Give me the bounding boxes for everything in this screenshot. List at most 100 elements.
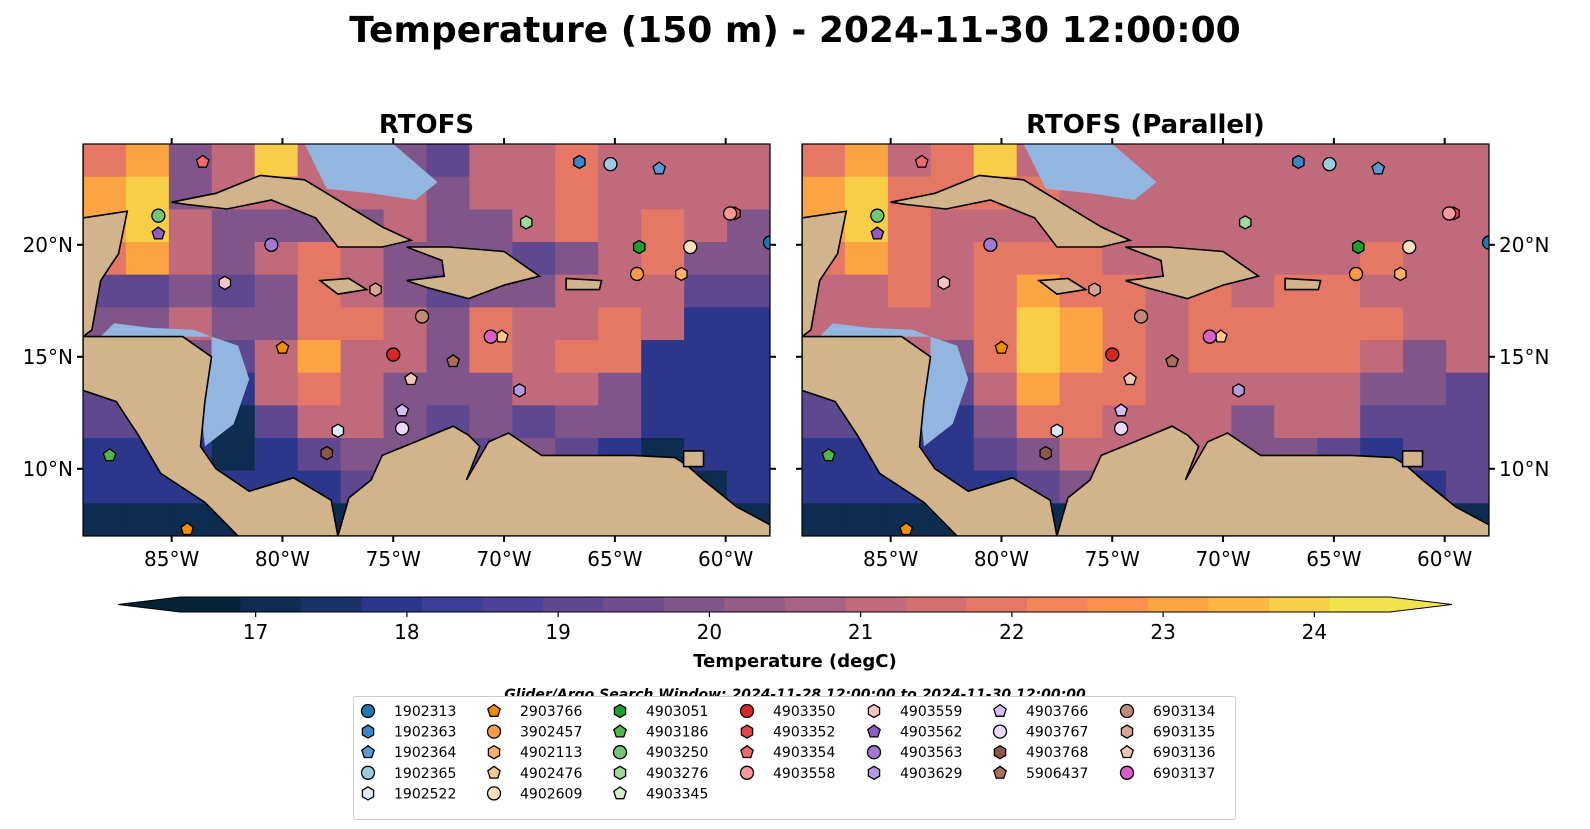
legend-marker-6903137 [1119, 765, 1135, 780]
central-america [802, 335, 1058, 536]
temperature-cell [426, 209, 471, 243]
colorbar-segment [906, 597, 967, 612]
temperature-cell [254, 144, 299, 178]
temperature-cell [83, 470, 127, 504]
temperature-cell [1274, 307, 1318, 341]
temperature-cell [802, 405, 846, 439]
temperature-cell [426, 144, 471, 178]
temperature-cell [973, 307, 1018, 341]
hispaniola [406, 246, 542, 300]
temperature-cell [555, 307, 599, 341]
temperature-cell [844, 274, 889, 308]
colorbar-segment [1269, 597, 1330, 612]
float-4903350 [386, 347, 401, 362]
temperature-cell [1446, 242, 1489, 276]
legend-label: 6903134 [1153, 704, 1215, 720]
legend-marker-4903559 [867, 703, 881, 719]
temperature-cell [1403, 274, 1447, 308]
temperature-cell [168, 274, 213, 308]
temperature-cell [125, 274, 170, 308]
legend-marker-4903276 [613, 765, 627, 781]
float-6903134 [1133, 309, 1149, 324]
float-4903767 [394, 421, 410, 436]
legend-marker-3902457 [486, 724, 502, 739]
temperature-cell [1016, 372, 1061, 406]
legend-marker-4903250 [612, 745, 628, 760]
temperature-cell [887, 274, 932, 308]
temperature-cell [887, 242, 932, 276]
legend-marker-4903629 [867, 765, 881, 781]
temperature-cell [1274, 372, 1318, 406]
legend-label: 1902365 [394, 766, 456, 782]
temperature-cell [125, 242, 170, 276]
temperature-cell [641, 307, 685, 341]
temperature-cell [1188, 144, 1232, 178]
temperature-cell [598, 307, 642, 341]
legend-marker-4903768 [993, 744, 1007, 760]
temperature-cell [844, 503, 889, 536]
temperature-cell [844, 176, 889, 210]
colorbar-tick-label: 24 [1302, 620, 1327, 644]
temperature-cell [727, 176, 770, 210]
cuba [171, 174, 414, 248]
temperature-cell [973, 438, 1018, 472]
temperature-cell [1317, 372, 1361, 406]
temperature-cell [727, 372, 770, 406]
temperature-cell [1274, 405, 1318, 439]
temperature-cell [973, 405, 1018, 439]
colorbar-segment [664, 597, 725, 612]
temperature-cell [211, 242, 256, 276]
float-4903562 [151, 226, 166, 240]
temperature-cell [297, 438, 342, 472]
legend-marker-4903767 [992, 724, 1008, 739]
colorbar-tick-label: 23 [1150, 620, 1175, 644]
map-frame [801, 143, 1490, 537]
temperature-cell [1446, 144, 1489, 178]
temperature-cell [1188, 405, 1232, 439]
temperature-cell [1274, 242, 1318, 276]
colorbar-segment [1148, 597, 1209, 612]
lon-tick-label: 85°W [144, 547, 199, 571]
lat-tick-label: 15°N [1499, 345, 1549, 369]
float-6903137 [483, 329, 498, 344]
panel-title: RTOFS (Parallel) [1026, 110, 1265, 140]
temperature-cell [168, 209, 213, 243]
lon-tick-label: 70°W [476, 547, 531, 571]
temperature-cell [1016, 438, 1061, 472]
temperature-cell [930, 242, 975, 276]
legend-label: 4903350 [773, 704, 835, 720]
legend-marker-6903134 [1119, 703, 1135, 719]
float-6903134 [414, 309, 430, 324]
legend-label: 4903629 [900, 766, 962, 782]
lat-tick-label: 15°N [23, 345, 73, 369]
colorbar-segment [785, 597, 846, 612]
nicaragua-shelf [200, 336, 250, 447]
legend-marker-4902609 [486, 786, 502, 801]
float-4903766 [395, 403, 410, 417]
float-3902457 [629, 266, 645, 282]
temperature-cell [641, 176, 685, 210]
legend-label: 3902457 [520, 725, 582, 741]
temperature-cell [1231, 144, 1275, 178]
temperature-cell [1274, 176, 1318, 210]
temperature-cell [684, 307, 728, 341]
float-6903135 [369, 282, 382, 297]
south-america [1056, 425, 1489, 536]
temperature-cell [727, 242, 770, 276]
float-3902457 [1348, 266, 1364, 282]
temperature-cell [555, 209, 599, 243]
temperature-cell [125, 176, 170, 210]
float-4903558 [722, 206, 738, 221]
legend-label: 4903276 [646, 766, 708, 782]
temperature-cell [973, 372, 1018, 406]
temperature-cell [727, 438, 770, 472]
colorbar-tick-label: 17 [243, 620, 268, 644]
temperature-cell [254, 405, 299, 439]
map-content [802, 144, 1489, 536]
legend-label: 1902522 [394, 786, 456, 802]
temperature-cell [1231, 405, 1275, 439]
legend-label: 4903768 [1026, 745, 1088, 761]
temperature-cell [802, 503, 846, 536]
float-4903563 [983, 237, 998, 252]
legend-marker-2903766 [487, 703, 501, 717]
